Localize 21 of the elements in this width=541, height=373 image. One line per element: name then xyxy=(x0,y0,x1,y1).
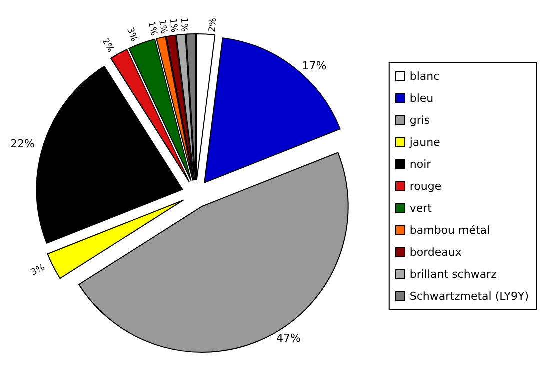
data-label: 47% xyxy=(276,332,301,345)
data-label: 17% xyxy=(302,59,327,72)
data-label: 3% xyxy=(30,262,48,278)
legend-label: brillant schwarz xyxy=(410,268,498,281)
data-label: 1% xyxy=(178,18,189,33)
legend-label: rouge xyxy=(410,180,442,193)
legend-label: noir xyxy=(410,158,432,171)
legend-label: gris xyxy=(410,114,430,127)
legend-label: blanc xyxy=(410,70,440,83)
data-label: 22% xyxy=(10,137,35,150)
data-label: 2% xyxy=(100,37,116,55)
data-label: 1% xyxy=(146,20,159,38)
data-label: 1% xyxy=(167,18,179,34)
legend-label: bambou métal xyxy=(410,224,490,237)
data-label: 3% xyxy=(124,26,139,44)
legend-label: jaune xyxy=(408,136,441,149)
legend-label: vert xyxy=(410,202,433,215)
data-label: 2% xyxy=(208,17,220,33)
legend-label: bordeaux xyxy=(410,246,462,259)
legend-label: bleu xyxy=(410,92,434,105)
legend-label: Schwartzmetal (LY9Y) xyxy=(410,290,530,303)
